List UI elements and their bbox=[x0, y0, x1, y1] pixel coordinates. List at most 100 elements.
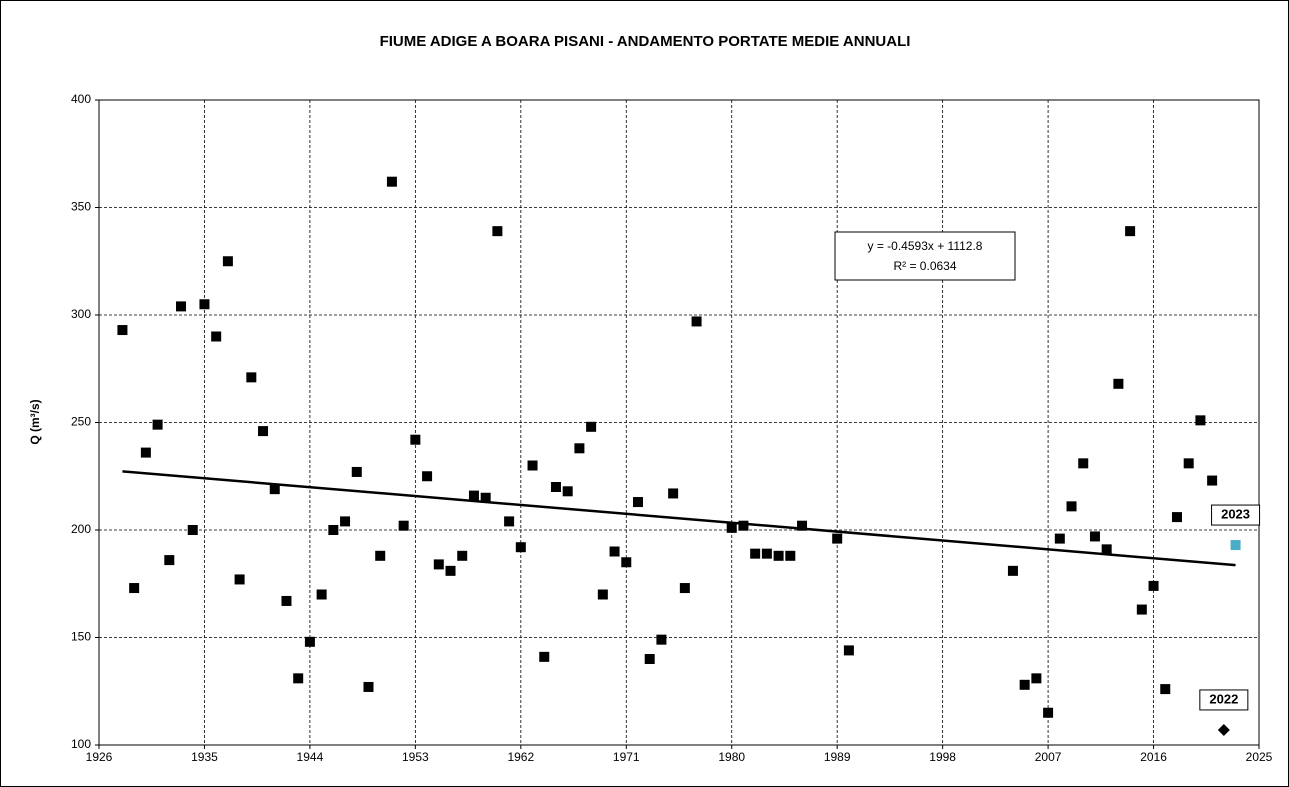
marker-square bbox=[656, 634, 667, 645]
marker-square bbox=[258, 426, 269, 437]
marker-square bbox=[843, 645, 854, 656]
point-label: 2023 bbox=[1221, 506, 1250, 521]
marker-square bbox=[597, 589, 608, 600]
marker-square bbox=[1125, 226, 1136, 237]
marker-square bbox=[1171, 512, 1182, 523]
y-tick-label: 150 bbox=[71, 630, 91, 644]
marker-square bbox=[398, 520, 409, 531]
marker-square bbox=[539, 651, 550, 662]
marker-square bbox=[1031, 673, 1042, 684]
marker-square bbox=[1078, 458, 1089, 469]
marker-square bbox=[1148, 580, 1159, 591]
x-tick-label: 2007 bbox=[1035, 750, 1062, 764]
trendline bbox=[122, 470, 1236, 567]
marker-square bbox=[632, 497, 643, 508]
marker-square bbox=[1101, 544, 1112, 555]
marker-square bbox=[328, 525, 339, 535]
x-tick-label: 1935 bbox=[191, 750, 218, 764]
equation-text: y = -0.4593x + 1112.8 bbox=[868, 239, 983, 253]
marker-square bbox=[1195, 415, 1206, 426]
x-tick-label: 1953 bbox=[402, 750, 429, 764]
marker-square bbox=[152, 419, 163, 430]
marker-square bbox=[351, 466, 362, 477]
marker-square bbox=[269, 484, 280, 495]
y-tick-label: 300 bbox=[71, 307, 91, 321]
marker-square bbox=[738, 520, 749, 531]
marker-square bbox=[246, 372, 257, 383]
y-tick-label: 250 bbox=[71, 415, 91, 429]
marker-square bbox=[1207, 475, 1218, 486]
marker-square bbox=[679, 583, 690, 594]
marker-square bbox=[480, 492, 491, 503]
marker-square bbox=[691, 316, 702, 327]
marker-square bbox=[445, 565, 456, 576]
x-tick-label: 1989 bbox=[824, 750, 851, 764]
x-tick-label: 1980 bbox=[718, 750, 745, 764]
chart-title: FIUME ADIGE A BOARA PISANI - ANDAMENTO P… bbox=[380, 33, 911, 50]
marker-square bbox=[586, 421, 597, 432]
marker-square bbox=[129, 583, 140, 594]
marker-square bbox=[211, 331, 222, 342]
marker-square bbox=[386, 176, 397, 187]
marker-square bbox=[797, 520, 808, 531]
marker-square bbox=[1019, 679, 1030, 690]
marker-square bbox=[375, 550, 386, 561]
marker-square bbox=[140, 447, 151, 458]
marker-square bbox=[527, 460, 538, 471]
r-squared-text: R² = 0.0634 bbox=[893, 259, 956, 273]
marker-square bbox=[750, 548, 761, 559]
y-tick-label: 200 bbox=[71, 522, 91, 536]
marker-square bbox=[832, 533, 843, 544]
x-tick-label: 2025 bbox=[1246, 750, 1273, 764]
x-tick-label: 1926 bbox=[86, 750, 113, 764]
point-label-box bbox=[1199, 689, 1249, 711]
x-tick-label: 1962 bbox=[507, 750, 534, 764]
marker-square bbox=[316, 589, 327, 600]
marker-square bbox=[281, 595, 292, 606]
marker-square bbox=[187, 525, 198, 535]
marker-square bbox=[761, 548, 772, 559]
point-label: 2022 bbox=[1209, 691, 1238, 706]
marker-square bbox=[562, 486, 573, 497]
plot-border bbox=[98, 99, 1260, 746]
marker-square bbox=[644, 654, 655, 664]
y-tick-label: 400 bbox=[71, 92, 91, 106]
marker-square bbox=[164, 555, 175, 566]
marker-square bbox=[433, 559, 444, 570]
marker-square bbox=[1089, 531, 1100, 542]
marker-square bbox=[773, 550, 784, 561]
marker-square bbox=[1043, 707, 1054, 718]
x-tick-label: 1971 bbox=[613, 750, 640, 764]
marker-square bbox=[457, 550, 468, 561]
marker-square bbox=[199, 299, 210, 310]
marker-square bbox=[515, 542, 526, 553]
y-axis-label: Q (m³/s) bbox=[28, 399, 42, 444]
marker-square bbox=[1066, 501, 1077, 512]
marker-square bbox=[410, 434, 421, 445]
marker-square bbox=[621, 557, 632, 568]
x-tick-label: 1998 bbox=[929, 750, 956, 764]
equation-box bbox=[834, 231, 1016, 281]
marker-square bbox=[176, 301, 187, 312]
y-tick-label: 350 bbox=[71, 200, 91, 214]
marker-square bbox=[222, 256, 233, 267]
marker-square bbox=[492, 226, 503, 237]
marker-square bbox=[574, 443, 585, 454]
marker-square bbox=[1007, 565, 1018, 576]
marker-square bbox=[117, 325, 128, 336]
marker-square bbox=[234, 574, 245, 585]
marker-square bbox=[1113, 378, 1124, 389]
x-tick-label: 1944 bbox=[297, 750, 324, 764]
marker-square bbox=[293, 673, 304, 684]
marker-square bbox=[468, 490, 479, 501]
x-tick-label: 2016 bbox=[1140, 750, 1167, 764]
marker-square bbox=[304, 636, 315, 647]
y-tick-label: 100 bbox=[71, 737, 91, 751]
point-label-box bbox=[1211, 504, 1261, 526]
marker-square bbox=[668, 488, 679, 499]
marker-square bbox=[1054, 533, 1065, 544]
marker-diamond bbox=[1217, 723, 1230, 736]
marker-square bbox=[1160, 684, 1171, 695]
marker-square bbox=[340, 516, 351, 527]
